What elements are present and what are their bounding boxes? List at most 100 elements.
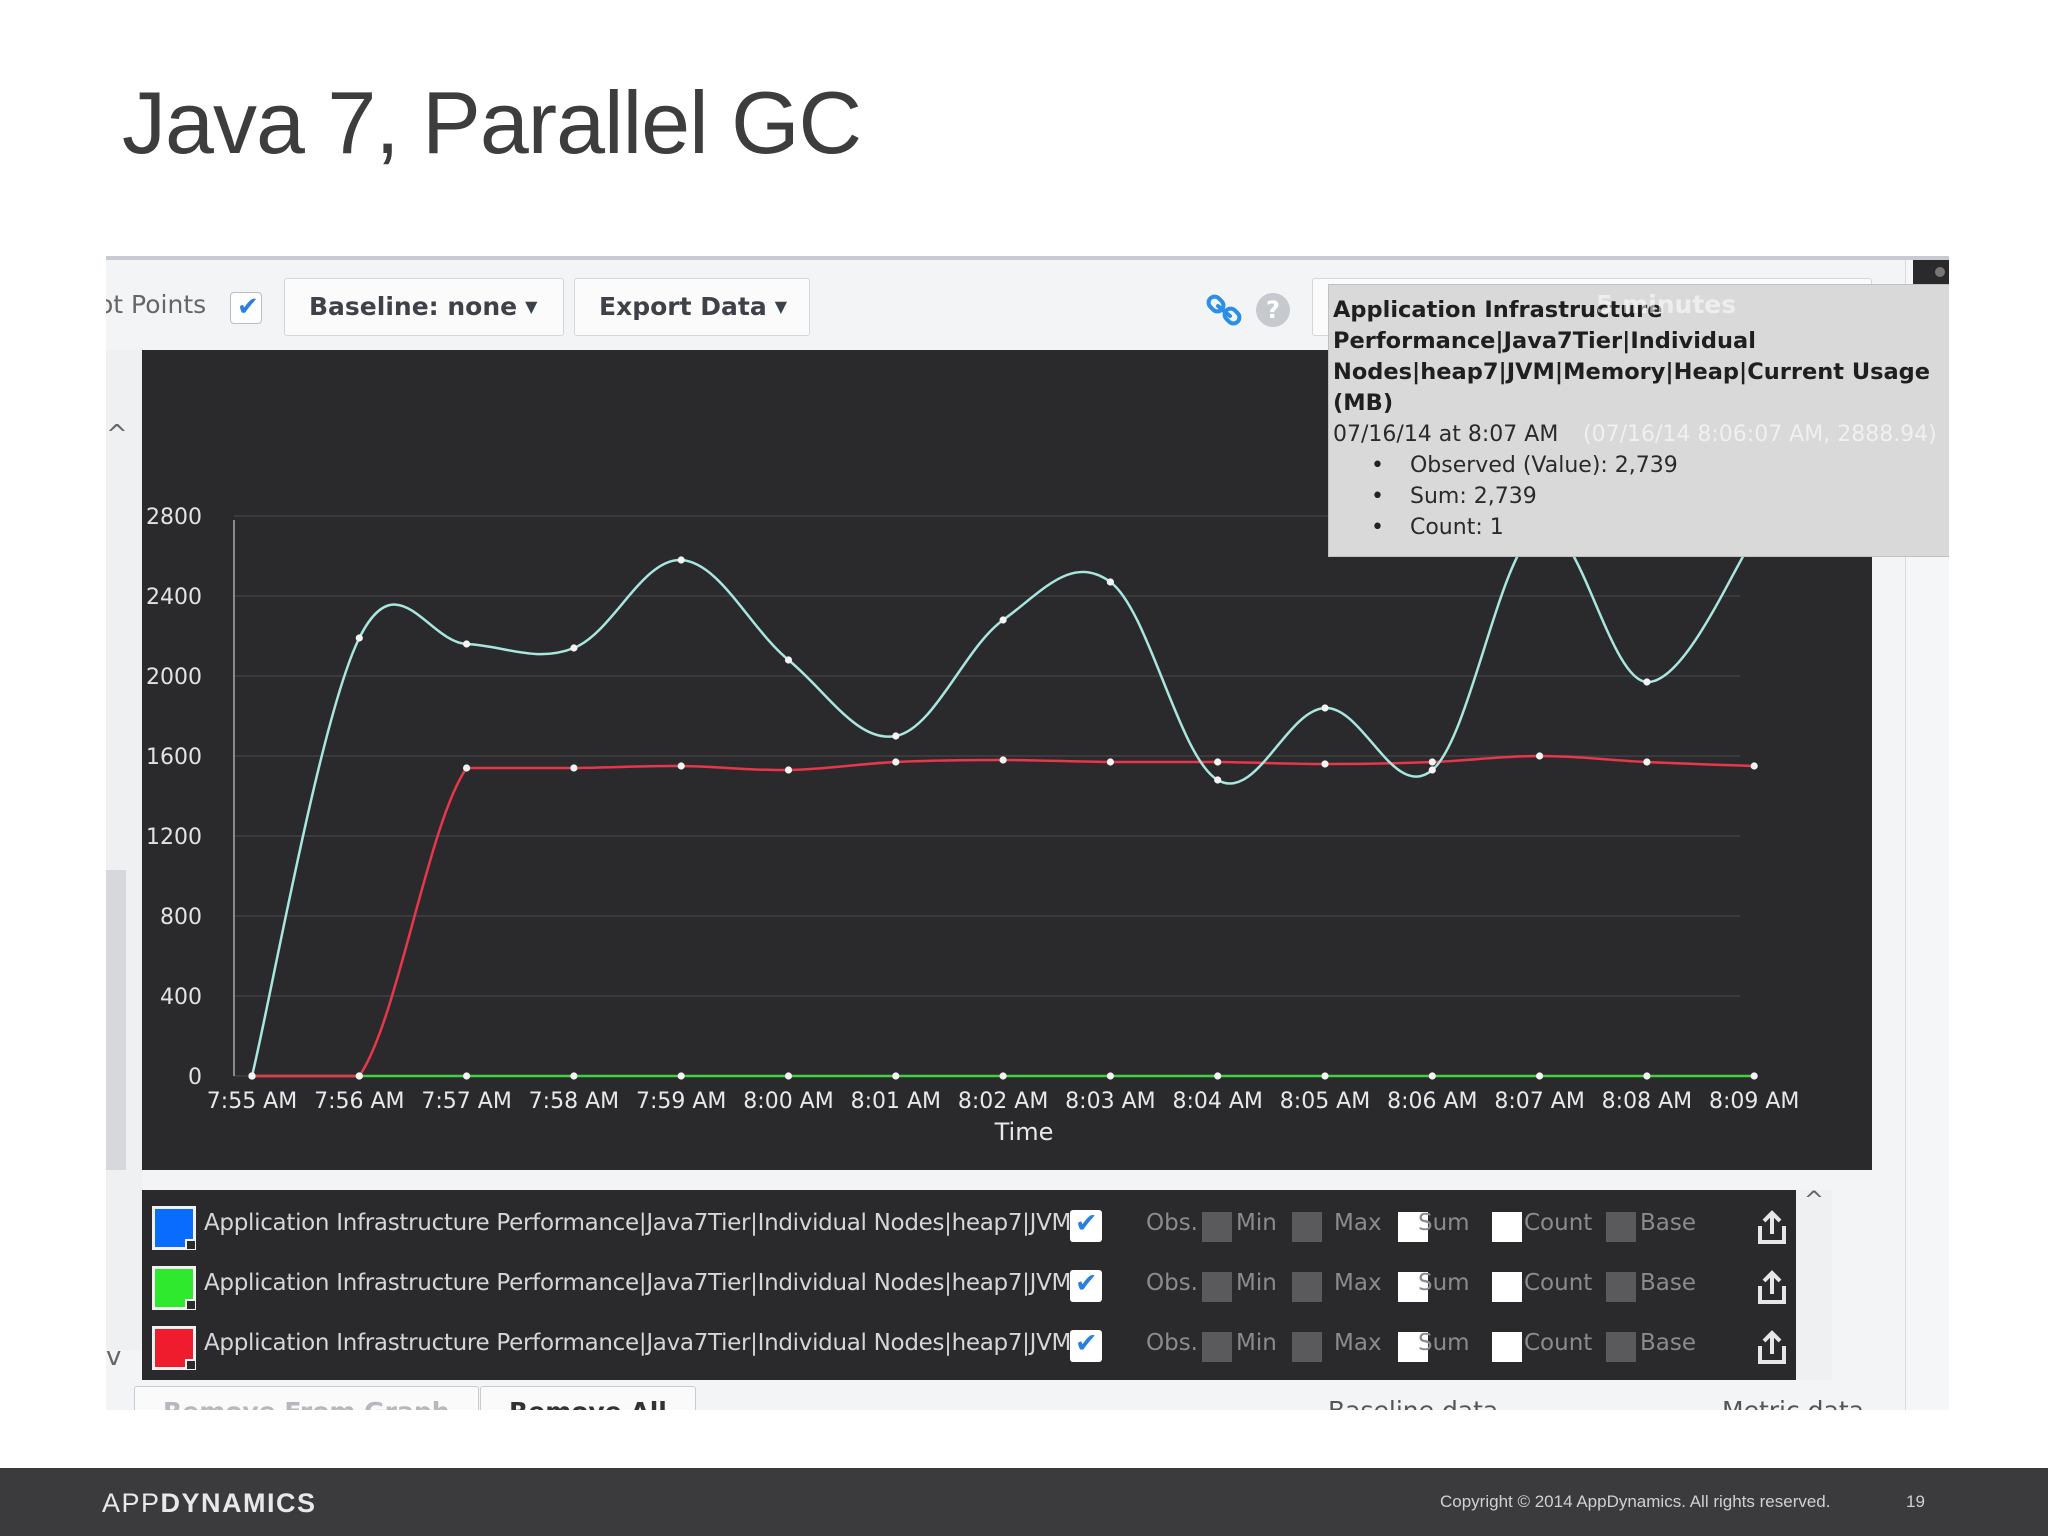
footer: APPDYNAMICS Copyright © 2014 AppDynamics…: [0, 1468, 2048, 1536]
legend-option-label: Base: [1640, 1270, 1697, 1296]
legend-option-checkbox[interactable]: [1492, 1272, 1522, 1302]
data-point[interactable]: [570, 644, 578, 652]
legend-option-checkbox[interactable]: [1492, 1332, 1522, 1362]
data-point[interactable]: [999, 1072, 1007, 1080]
series-color-swatch[interactable]: [152, 1206, 196, 1250]
data-point[interactable]: [677, 1072, 685, 1080]
data-point[interactable]: [570, 1072, 578, 1080]
legend-option-label: Sum: [1418, 1210, 1470, 1236]
panel-scroll-button[interactable]: [1913, 260, 1949, 286]
data-point[interactable]: [999, 616, 1007, 624]
data-point[interactable]: [1428, 1072, 1436, 1080]
data-point[interactable]: [784, 656, 793, 664]
obs-checkbox[interactable]: ✔: [1070, 1268, 1102, 1302]
plot-points-checkbox[interactable]: ✔: [230, 292, 262, 324]
help-icon[interactable]: ?: [1256, 293, 1290, 327]
data-point[interactable]: [1643, 678, 1651, 686]
checkmark-icon: ✔: [1075, 1328, 1098, 1359]
export-data-button[interactable]: Export Data ▼: [574, 278, 810, 336]
remove-all-button[interactable]: Remove All: [480, 1386, 696, 1410]
logo-light-text: APP: [102, 1488, 161, 1518]
data-point[interactable]: [892, 1072, 900, 1080]
data-point[interactable]: [999, 756, 1007, 764]
data-point[interactable]: [463, 764, 471, 772]
legend-series-name: Application Infrastructure Performance|J…: [204, 1270, 1100, 1296]
data-point[interactable]: [1321, 704, 1329, 712]
legend-option-label: Min: [1236, 1270, 1277, 1296]
legend-option-label: Obs.: [1146, 1210, 1198, 1236]
remove-from-graph-button[interactable]: Remove From Graph: [134, 1386, 479, 1410]
tooltip-ghost-coords: (07/16/14 8:06:07 AM, 2888.94): [1583, 422, 1937, 447]
legend-option-checkbox[interactable]: [1202, 1332, 1232, 1362]
x-tick-label: 7:55 AM: [207, 1089, 297, 1114]
data-point[interactable]: [1536, 1072, 1544, 1080]
data-point[interactable]: [784, 766, 793, 774]
chevron-up-icon[interactable]: ^: [1803, 1186, 1824, 1214]
x-tick-label: 8:07 AM: [1494, 1089, 1584, 1114]
data-point[interactable]: [463, 640, 471, 648]
data-point[interactable]: [1643, 1072, 1651, 1080]
data-point[interactable]: [892, 758, 900, 766]
legend-option-checkbox[interactable]: [1398, 1332, 1428, 1362]
link-icon[interactable]: [1204, 290, 1244, 330]
data-point[interactable]: [1214, 758, 1222, 766]
data-point[interactable]: [1643, 758, 1651, 766]
obs-checkbox[interactable]: ✔: [1070, 1208, 1102, 1242]
data-point[interactable]: [784, 1072, 793, 1080]
series-line: [250, 526, 1756, 1077]
series-color-swatch[interactable]: [152, 1266, 196, 1310]
data-point[interactable]: [1428, 766, 1436, 774]
y-tick-label: 2400: [146, 585, 202, 610]
x-tick-label: 8:02 AM: [958, 1089, 1048, 1114]
obs-checkbox[interactable]: ✔: [1070, 1328, 1102, 1362]
legend-option-checkbox[interactable]: [1202, 1272, 1232, 1302]
legend-option-checkbox[interactable]: [1398, 1272, 1428, 1302]
data-point[interactable]: [1536, 752, 1544, 760]
legend-option-checkbox[interactable]: [1606, 1272, 1636, 1302]
data-point[interactable]: [1428, 758, 1436, 766]
data-point[interactable]: [1321, 760, 1329, 768]
legend-option-checkbox[interactable]: [1292, 1272, 1322, 1302]
legend-option-checkbox[interactable]: [1292, 1212, 1322, 1242]
data-point[interactable]: [1321, 1072, 1329, 1080]
data-point[interactable]: [1750, 1072, 1758, 1080]
baseline-dropdown[interactable]: Baseline: none ▼: [284, 278, 564, 336]
data-point[interactable]: [248, 1072, 256, 1080]
share-icon[interactable]: [1752, 1208, 1792, 1248]
data-point[interactable]: [463, 1072, 471, 1080]
series-color-swatch[interactable]: [152, 1326, 196, 1370]
left-scroll-thumb[interactable]: [106, 870, 126, 1170]
data-point[interactable]: [677, 556, 685, 564]
caret-down-icon: ▼: [774, 297, 788, 316]
data-point[interactable]: [1106, 758, 1114, 766]
legend-option-checkbox[interactable]: [1202, 1212, 1232, 1242]
x-tick-label: 7:57 AM: [421, 1089, 511, 1114]
legend-option-checkbox[interactable]: [1398, 1212, 1428, 1242]
legend-option-checkbox[interactable]: [1606, 1212, 1636, 1242]
data-point[interactable]: [355, 1072, 363, 1080]
data-point[interactable]: [677, 762, 685, 770]
legend-option-checkbox[interactable]: [1606, 1332, 1636, 1362]
share-icon[interactable]: [1752, 1268, 1792, 1308]
data-point[interactable]: [1106, 578, 1114, 586]
data-point[interactable]: [1214, 1072, 1222, 1080]
legend-option-checkbox[interactable]: [1292, 1332, 1322, 1362]
data-point[interactable]: [1106, 1072, 1114, 1080]
data-point[interactable]: [1750, 762, 1758, 770]
baseline-legend-label: Baseline data: [1328, 1396, 1498, 1410]
chevron-down-icon[interactable]: v: [106, 1342, 122, 1372]
baseline-label: Baseline: none: [309, 292, 518, 321]
legend-scrollbar[interactable]: ^: [1796, 1186, 1832, 1380]
chevron-up-icon[interactable]: ^: [106, 420, 128, 450]
x-tick-label: 8:06 AM: [1387, 1089, 1477, 1114]
legend-series-name: Application Infrastructure Performance|J…: [204, 1330, 1100, 1356]
data-point[interactable]: [355, 634, 363, 642]
x-tick-label: 8:04 AM: [1172, 1089, 1262, 1114]
data-point[interactable]: [570, 764, 578, 772]
bottom-bar: Remove From Graph Remove All Baseline da…: [106, 1386, 1949, 1410]
data-point[interactable]: [892, 732, 900, 740]
slide-title: Java 7, Parallel GC: [122, 73, 862, 172]
legend-option-checkbox[interactable]: [1492, 1212, 1522, 1242]
share-icon[interactable]: [1752, 1328, 1792, 1368]
data-point[interactable]: [1214, 776, 1222, 784]
